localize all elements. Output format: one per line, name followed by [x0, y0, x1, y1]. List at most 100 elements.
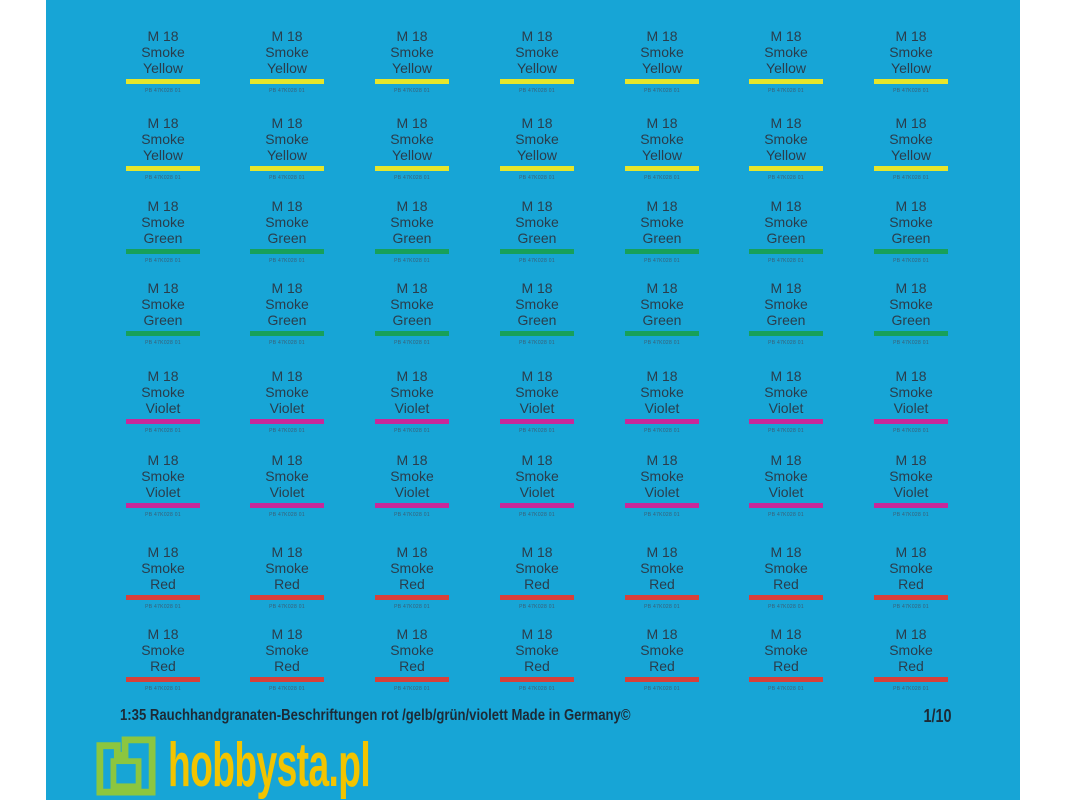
smoke-grenade-decal: M 18 Smoke Red PB 47K028 01 — [232, 544, 342, 610]
decal-code: PB 47K028 01 — [768, 88, 804, 94]
decal-color-stripe — [126, 331, 200, 336]
decal-line1: M 18 — [646, 280, 678, 296]
decal-sheet: M 18 Smoke Yellow PB 47K028 01 M 18 Smoke Yell… — [46, 0, 1020, 800]
decal-code: PB 47K028 01 — [893, 340, 929, 346]
watermark-text: hobbysta.pl — [168, 731, 371, 800]
decal-line2: Smoke — [889, 44, 933, 60]
decal-line2: Smoke — [390, 131, 434, 147]
decal-code: PB 47K028 01 — [768, 604, 804, 610]
smoke-grenade-decal: M 18 Smoke Green PB 47K028 01 — [357, 280, 467, 346]
decal-color-stripe — [500, 331, 574, 336]
decal-color-stripe — [375, 419, 449, 424]
decal-line2: Smoke — [390, 642, 434, 658]
decal-color-stripe — [500, 677, 574, 682]
decal-line1: M 18 — [770, 452, 802, 468]
decal-line3: Violet — [394, 400, 430, 416]
smoke-grenade-decal: M 18 Smoke Red PB 47K028 01 — [856, 544, 966, 610]
decal-line1: M 18 — [396, 28, 428, 44]
decal-line3: Yellow — [143, 147, 183, 163]
decal-code: PB 47K028 01 — [644, 428, 680, 434]
decal-color-stripe — [625, 331, 699, 336]
decal-line2: Smoke — [889, 384, 933, 400]
decal-line1: M 18 — [646, 368, 678, 384]
decal-line1: M 18 — [521, 452, 553, 468]
smoke-grenade-decal: M 18 Smoke Violet PB 47K028 01 — [482, 368, 592, 434]
decal-line3: Violet — [893, 400, 929, 416]
smoke-grenade-decal: M 18 Smoke Green PB 47K028 01 — [482, 280, 592, 346]
decal-line3: Red — [524, 576, 550, 592]
decal-line3: Green — [143, 312, 183, 328]
decal-color-stripe — [126, 503, 200, 508]
decal-line1: M 18 — [646, 626, 678, 642]
decal-line3: Yellow — [392, 60, 432, 76]
decal-code: PB 47K028 01 — [519, 428, 555, 434]
decal-line3: Red — [898, 658, 924, 674]
decal-color-stripe — [749, 503, 823, 508]
decal-line3: Red — [399, 658, 425, 674]
decal-code: PB 47K028 01 — [644, 175, 680, 181]
decal-line2: Smoke — [265, 642, 309, 658]
decal-line2: Smoke — [515, 642, 559, 658]
decal-line2: Smoke — [889, 642, 933, 658]
decal-code: PB 47K028 01 — [394, 340, 430, 346]
smoke-grenade-decal: M 18 Smoke Violet PB 47K028 01 — [731, 368, 841, 434]
smoke-grenade-decal: M 18 Smoke Violet PB 47K028 01 — [482, 452, 592, 518]
decal-code: PB 47K028 01 — [644, 604, 680, 610]
decal-line3: Red — [773, 658, 799, 674]
decal-code: PB 47K028 01 — [145, 512, 181, 518]
decal-line2: Smoke — [764, 131, 808, 147]
decal-line3: Green — [392, 230, 432, 246]
decal-code: PB 47K028 01 — [519, 512, 555, 518]
decal-code: PB 47K028 01 — [519, 175, 555, 181]
smoke-grenade-decal: M 18 Smoke Red PB 47K028 01 — [731, 626, 841, 692]
decal-line1: M 18 — [147, 28, 179, 44]
decal-line1: M 18 — [770, 198, 802, 214]
decal-line2: Smoke — [889, 214, 933, 230]
decal-color-stripe — [375, 166, 449, 171]
smoke-grenade-decal: M 18 Smoke Yellow PB 47K028 01 — [731, 115, 841, 181]
decal-code: PB 47K028 01 — [768, 340, 804, 346]
decal-code: PB 47K028 01 — [768, 175, 804, 181]
decal-code: PB 47K028 01 — [893, 604, 929, 610]
decal-line2: Smoke — [265, 131, 309, 147]
decal-line3: Violet — [644, 400, 680, 416]
decal-line1: M 18 — [147, 115, 179, 131]
decal-color-stripe — [749, 677, 823, 682]
decal-color-stripe — [250, 249, 324, 254]
decal-line3: Yellow — [267, 147, 307, 163]
decal-line2: Smoke — [515, 296, 559, 312]
smoke-grenade-decal: M 18 Smoke Violet PB 47K028 01 — [856, 368, 966, 434]
decal-line2: Smoke — [640, 560, 684, 576]
decal-line3: Yellow — [517, 147, 557, 163]
smoke-grenade-decal: M 18 Smoke Yellow PB 47K028 01 — [482, 115, 592, 181]
decal-code: PB 47K028 01 — [145, 340, 181, 346]
decal-line1: M 18 — [147, 544, 179, 560]
decal-line1: M 18 — [396, 626, 428, 642]
decal-line3: Yellow — [891, 60, 931, 76]
decal-color-stripe — [250, 595, 324, 600]
decal-line3: Green — [517, 312, 557, 328]
decal-line1: M 18 — [646, 198, 678, 214]
decal-line3: Green — [766, 312, 806, 328]
decal-color-stripe — [874, 166, 948, 171]
smoke-grenade-decal: M 18 Smoke Violet PB 47K028 01 — [731, 452, 841, 518]
decal-line2: Smoke — [141, 642, 185, 658]
decal-line2: Smoke — [515, 214, 559, 230]
decal-line3: Green — [891, 312, 931, 328]
smoke-grenade-decal: M 18 Smoke Red PB 47K028 01 — [607, 626, 717, 692]
smoke-grenade-decal: M 18 Smoke Green PB 47K028 01 — [232, 280, 342, 346]
decal-code: PB 47K028 01 — [394, 175, 430, 181]
decal-color-stripe — [749, 595, 823, 600]
decal-line3: Violet — [519, 400, 555, 416]
decal-line1: M 18 — [895, 280, 927, 296]
decal-line1: M 18 — [521, 544, 553, 560]
decal-line2: Smoke — [265, 384, 309, 400]
decal-line1: M 18 — [271, 280, 303, 296]
decal-line1: M 18 — [396, 115, 428, 131]
decal-line3: Green — [392, 312, 432, 328]
decal-line3: Green — [267, 312, 307, 328]
decal-line1: M 18 — [147, 452, 179, 468]
decal-line2: Smoke — [889, 296, 933, 312]
smoke-grenade-decal: M 18 Smoke Violet PB 47K028 01 — [357, 368, 467, 434]
decal-code: PB 47K028 01 — [893, 428, 929, 434]
